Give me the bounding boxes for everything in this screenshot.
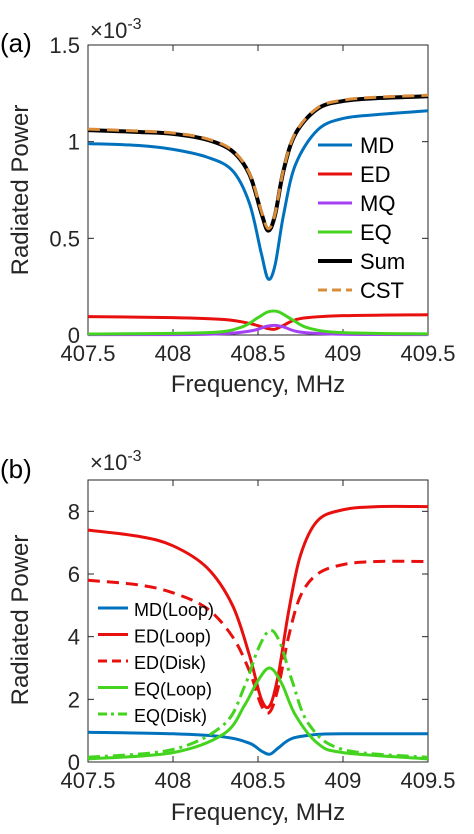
panel-b-ticks: 407.5 408 408.5 409 409.5 0 2 4 6 8 — [60, 480, 456, 793]
legend-label: MQ — [360, 191, 395, 216]
x-tick-label: 408 — [155, 768, 192, 793]
panel-a-label: (a) — [0, 28, 32, 58]
panel-a-exponent: ×10-3 — [90, 16, 142, 43]
legend-label: MD(Loop) — [134, 600, 214, 620]
x-tick-label: 409 — [325, 768, 362, 793]
x-tick-label: 407.5 — [60, 341, 115, 366]
panel-b-ylabel: Radiated Power — [7, 535, 34, 706]
y-tick-label: 8 — [68, 499, 80, 524]
series-line-cst — [87, 93, 429, 231]
y-tick-label: 2 — [68, 687, 80, 712]
x-tick-label: 408.5 — [230, 768, 285, 793]
panel-a-ticks: 407.5 408 408.5 409 409.5 0 0.5 1 1.5 — [49, 33, 455, 366]
panel-b-plot-area — [87, 479, 429, 763]
x-tick-label: 409.5 — [400, 768, 455, 793]
panel-b-series — [87, 504, 429, 761]
panel-b-label: (b) — [0, 454, 32, 484]
series-line-eq-loop- — [87, 666, 429, 761]
x-tick-label: 408 — [155, 341, 192, 366]
series-line-md-loop- — [87, 730, 429, 756]
x-tick-label: 407.5 — [60, 768, 115, 793]
y-tick-label: 1.5 — [49, 33, 80, 58]
panel-a-series — [87, 93, 429, 337]
panel-a-legend: MD ED MQ EQ Sum CST — [318, 133, 405, 303]
x-tick-label: 409.5 — [400, 341, 455, 366]
y-tick-label: 0.5 — [49, 226, 80, 251]
y-tick-label: 0 — [68, 323, 80, 348]
series-line-eq-disk- — [87, 628, 429, 759]
panel-a-ylabel: Radiated Power — [7, 105, 34, 276]
legend-label: MD — [360, 133, 394, 158]
panel-b-exponent: ×10-3 — [90, 448, 142, 475]
legend-label: ED — [360, 162, 391, 187]
panel-b-legend: MD(Loop) ED(Loop) ED(Disk) EQ(Loop) EQ(Disk) — [98, 600, 214, 726]
x-tick-label: 408.5 — [230, 341, 285, 366]
legend-label: EQ(Loop) — [134, 680, 212, 700]
legend-label: Sum — [360, 249, 405, 274]
panel-a-plot-area — [87, 44, 429, 336]
legend-label: ED(Disk) — [134, 653, 206, 673]
legend-label: EQ(Disk) — [134, 706, 207, 726]
series-line-md — [87, 109, 429, 281]
panel-a-xlabel: Frequency, MHz — [171, 371, 345, 398]
panel-b-xlabel: Frequency, MHz — [171, 799, 345, 826]
panel-b: (b) ×10-3 407.5 408 408.5 409 409.5 0 2 4 6 8 MD(… — [0, 448, 456, 826]
y-tick-label: 0 — [68, 750, 80, 775]
series-line-mq — [87, 323, 429, 337]
legend-label: CST — [360, 278, 404, 303]
legend-label: ED(Loop) — [134, 627, 211, 647]
series-line-ed-loop- — [87, 504, 429, 710]
y-tick-label: 4 — [68, 625, 80, 650]
y-tick-label: 1 — [68, 130, 80, 155]
series-line-ed — [87, 313, 429, 331]
series-line-ed-disk- — [87, 559, 429, 715]
y-tick-label: 6 — [68, 562, 80, 587]
x-tick-label: 409 — [325, 341, 362, 366]
panel-a: (a) ×10-3 407.5 408 408.5 409 409.500.511.5 … — [0, 16, 456, 398]
series-line-eq — [87, 309, 429, 336]
legend-label: EQ — [360, 220, 392, 245]
